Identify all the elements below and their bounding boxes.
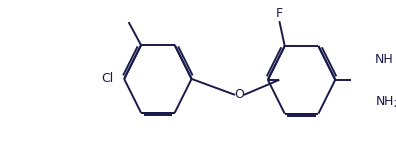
Text: NH$_2$: NH$_2$ xyxy=(375,94,396,109)
Text: O: O xyxy=(234,88,244,101)
Text: NH: NH xyxy=(375,53,394,66)
Text: Cl: Cl xyxy=(101,72,114,85)
Text: F: F xyxy=(276,7,283,20)
